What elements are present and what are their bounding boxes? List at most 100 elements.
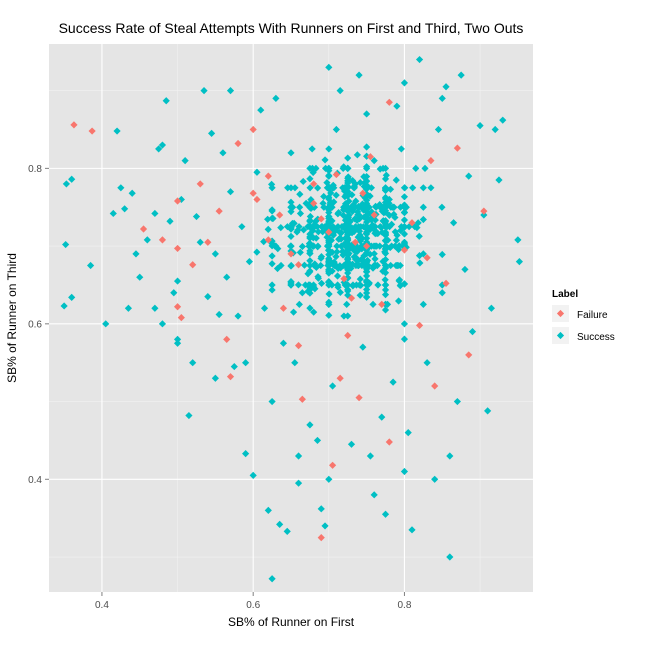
success-point (234, 312, 242, 320)
success-point (339, 211, 347, 219)
success-point (400, 216, 409, 224)
success-point (385, 195, 393, 204)
success-point (348, 229, 356, 237)
success-point (340, 312, 348, 320)
success-point (381, 228, 390, 236)
success-point (62, 180, 70, 188)
success-point (310, 308, 318, 316)
success-point (404, 429, 412, 437)
success-point (358, 234, 366, 242)
success-point (358, 200, 367, 208)
success-point (381, 306, 390, 314)
success-point (298, 289, 306, 297)
success-point (381, 236, 390, 245)
success-point (296, 190, 304, 198)
failure-point (427, 156, 435, 165)
success-point (363, 246, 371, 254)
success-point (272, 94, 280, 103)
success-point (370, 491, 378, 499)
success-point (257, 106, 265, 114)
failure-point (465, 351, 473, 359)
success-point (400, 335, 409, 343)
success-point (344, 154, 352, 162)
failure-point (453, 144, 461, 152)
success-point (306, 203, 314, 211)
failure-point (351, 238, 359, 246)
failure-point (423, 254, 431, 262)
success-point (394, 297, 403, 305)
success-point (421, 164, 429, 172)
success-point (334, 210, 342, 218)
success-point (219, 149, 227, 157)
success-point (333, 272, 342, 280)
success-point (344, 287, 352, 295)
success-point (314, 228, 322, 236)
success-point (192, 212, 201, 221)
success-point (321, 522, 329, 530)
success-point (345, 249, 353, 258)
success-point (476, 122, 484, 130)
success-point (349, 177, 357, 185)
success-point (381, 300, 390, 308)
success-point (308, 145, 316, 153)
failure-point (294, 261, 303, 269)
success-point (128, 189, 136, 197)
success-point (242, 359, 250, 367)
success-point (325, 298, 333, 306)
success-point (346, 204, 355, 212)
failure-point (325, 228, 333, 236)
success-point (419, 203, 427, 211)
success-point (272, 242, 280, 250)
success-point (371, 242, 379, 250)
plot-panel (49, 44, 533, 592)
success-point (369, 264, 377, 272)
success-point (400, 193, 409, 201)
success-point (369, 300, 377, 308)
success-point (68, 293, 76, 302)
y-axis-title: SB% of Runner on Third (5, 253, 19, 383)
success-point (484, 407, 492, 415)
success-point (347, 440, 356, 448)
success-point (378, 203, 386, 211)
success-point (400, 280, 409, 288)
success-point (314, 184, 322, 192)
success-point (341, 221, 350, 229)
failure-point (234, 139, 242, 148)
success-point (268, 252, 276, 260)
data-points (60, 55, 523, 583)
success-point (438, 94, 446, 103)
success-point (363, 203, 371, 211)
failure-point (177, 314, 185, 322)
success-point (185, 411, 193, 420)
success-point (341, 200, 350, 208)
success-point (388, 220, 396, 228)
success-point (431, 475, 439, 483)
success-point (306, 223, 314, 231)
failure-point (480, 207, 488, 215)
success-point (363, 234, 371, 242)
success-point (438, 203, 446, 211)
success-point (276, 520, 284, 528)
success-point (268, 260, 276, 268)
success-point (395, 242, 403, 250)
success-point (321, 156, 329, 164)
success-point (328, 267, 336, 275)
success-point (310, 203, 318, 211)
success-point (339, 164, 347, 172)
success-point (325, 311, 333, 319)
success-point (372, 202, 380, 210)
success-point (330, 198, 338, 206)
success-point (400, 242, 409, 250)
success-point (438, 250, 446, 259)
success-point (416, 259, 424, 267)
success-point (307, 232, 315, 240)
success-point (360, 213, 368, 221)
success-point (400, 79, 409, 87)
failure-point (344, 331, 352, 340)
success-point (293, 228, 301, 236)
success-point (405, 223, 413, 231)
success-point (284, 184, 292, 192)
success-point (288, 219, 297, 228)
success-point (332, 125, 340, 134)
success-point (143, 236, 151, 244)
